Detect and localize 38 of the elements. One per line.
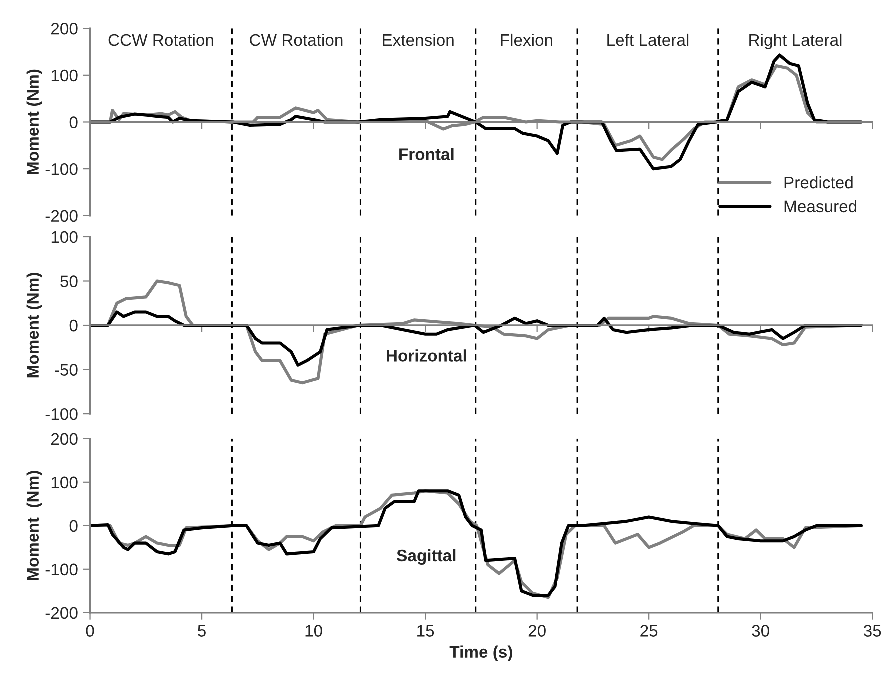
annotation: Right Lateral (750, 34, 842, 50)
legend-label: Predicted (784, 176, 853, 189)
y-tick-label: 50 (60, 276, 78, 288)
y-axis-title: Moment (Nm) (26, 471, 42, 580)
y-tick-label: -100 (46, 408, 78, 420)
y-axis-title: Moment (Nm) (26, 70, 42, 174)
x-tick-label: 0 (86, 625, 94, 637)
x-tick-label: 10 (306, 625, 322, 637)
y-tick-label: -100 (46, 564, 78, 576)
annotation: CW Rotation (250, 34, 343, 46)
y-tick-label: 200 (52, 433, 78, 446)
annotation: CCW Rotation (108, 34, 214, 46)
annotation: Flexion (501, 34, 552, 46)
legend-label: Measured (784, 200, 857, 213)
x-tick-label: 5 (198, 625, 206, 637)
text: Sagittal (397, 549, 456, 566)
y-tick-label: 200 (52, 23, 78, 35)
text: Horizontal (387, 350, 466, 362)
y-tick-label: 0 (70, 320, 78, 332)
x-tick-label: 30 (752, 625, 770, 637)
x-tick-label: 25 (640, 625, 658, 637)
y-tick-label: 100 (52, 70, 78, 82)
y-tick-label: -200 (46, 210, 78, 222)
annotation: Extension (383, 34, 454, 46)
y-tick-label: -200 (46, 607, 78, 620)
y-tick-label: 100 (52, 231, 78, 244)
x-axis-title: Time (s) (450, 646, 512, 662)
y-tick-label: 100 (52, 476, 78, 489)
text: Frontal (400, 148, 454, 160)
x-tick-label: 15 (418, 625, 434, 637)
y-tick-label: 0 (70, 116, 78, 128)
y-tick-label: -50 (55, 364, 78, 376)
y-axis-title: Moment (Nm) (26, 273, 42, 378)
x-tick-label: 35 (864, 625, 882, 637)
y-tick-label: 0 (70, 520, 78, 532)
x-tick-label: 20 (528, 625, 546, 637)
y-tick-label: -100 (46, 163, 78, 176)
annotation: Left Lateral (608, 34, 689, 46)
